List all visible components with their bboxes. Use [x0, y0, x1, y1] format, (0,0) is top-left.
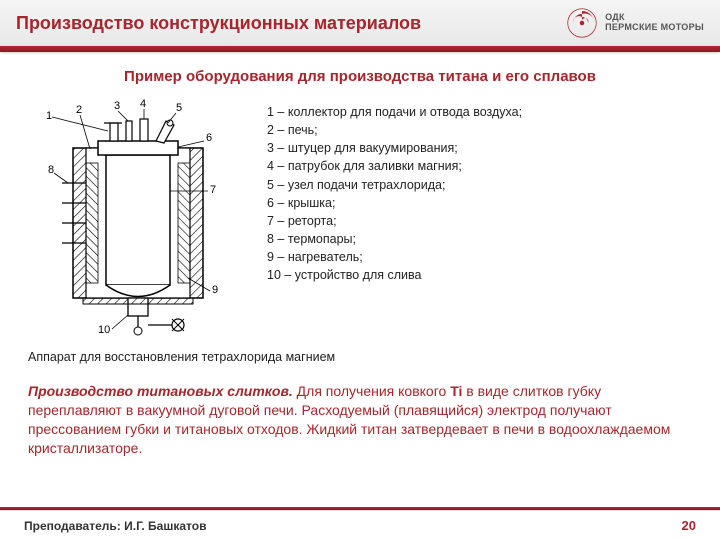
body-element: Ti — [450, 383, 462, 399]
svg-text:3: 3 — [114, 100, 120, 112]
diagram: 1 2 3 4 5 6 7 8 9 10 — [28, 93, 253, 348]
legend-item: 5 – узел подачи тетрахлорида; — [267, 176, 522, 194]
legend-item: 4 – патрубок для заливки магния; — [267, 157, 522, 175]
legend-item: 10 – устройство для слива — [267, 266, 522, 284]
diagram-row: 1 2 3 4 5 6 7 8 9 10 1 – коллектор для п… — [28, 93, 692, 348]
logo-line2: ПЕРМСКИЕ МОТОРЫ — [605, 23, 704, 33]
body-pre: Для получения ковкого — [293, 383, 450, 399]
body-lead: Производство титановых слитков. — [28, 383, 293, 399]
footer-teacher: Преподаватель: И.Г. Башкатов — [24, 519, 206, 533]
svg-text:7: 7 — [210, 184, 216, 196]
legend-item: 7 – реторта; — [267, 212, 522, 230]
logo: ОДК ПЕРМСКИЕ МОТОРЫ — [567, 8, 704, 38]
svg-text:9: 9 — [212, 284, 218, 296]
svg-text:6: 6 — [206, 132, 212, 144]
svg-text:2: 2 — [76, 104, 82, 116]
svg-text:4: 4 — [140, 98, 146, 110]
legend-item: 1 – коллектор для подачи и отвода воздух… — [267, 103, 522, 121]
page-title: Производство конструкционных материалов — [16, 13, 421, 34]
subtitle: Пример оборудования для производства тит… — [28, 68, 692, 85]
apparatus-diagram: 1 2 3 4 5 6 7 8 9 10 — [28, 93, 253, 343]
logo-swirl-icon — [567, 8, 597, 38]
content: Пример оборудования для производства тит… — [0, 52, 720, 458]
diagram-caption: Аппарат для восстановления тетрахлорида … — [28, 350, 692, 364]
legend-item: 6 – крышка; — [267, 194, 522, 212]
legend-item: 8 – термопары; — [267, 230, 522, 248]
svg-text:10: 10 — [98, 324, 110, 336]
legend-item: 9 – нагреватель; — [267, 248, 522, 266]
logo-text: ОДК ПЕРМСКИЕ МОТОРЫ — [605, 13, 704, 33]
legend-item: 3 – штуцер для вакуумирования; — [267, 139, 522, 157]
footer-page-number: 20 — [682, 518, 696, 533]
svg-text:1: 1 — [46, 110, 52, 122]
svg-text:5: 5 — [176, 102, 182, 114]
footer: Преподаватель: И.Г. Башкатов 20 — [0, 510, 720, 540]
legend-item: 2 – печь; — [267, 121, 522, 139]
legend: 1 – коллектор для подачи и отвода воздух… — [267, 93, 522, 284]
body-text: Производство титановых слитков. Для полу… — [28, 382, 692, 458]
header: Производство конструкционных материалов … — [0, 0, 720, 46]
svg-text:8: 8 — [48, 164, 54, 176]
